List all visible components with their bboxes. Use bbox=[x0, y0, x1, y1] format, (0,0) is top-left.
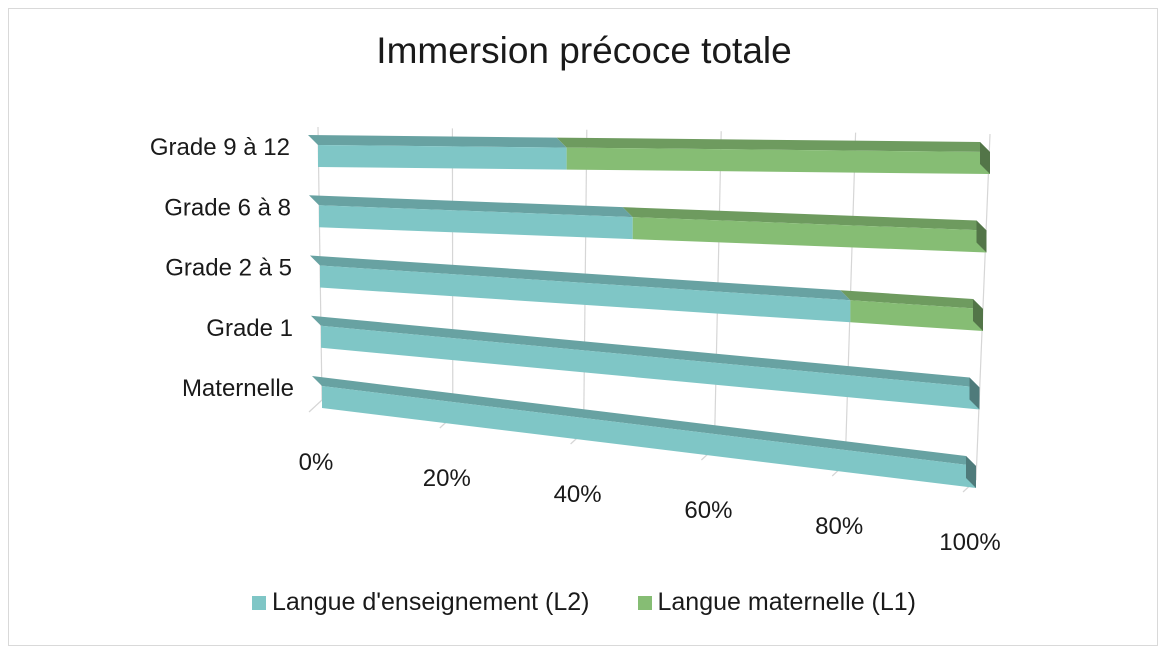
x-tick-label: 20% bbox=[423, 465, 471, 492]
legend-label-l1: Langue maternelle (L1) bbox=[657, 588, 917, 616]
bar-l1-top bbox=[840, 290, 983, 309]
legend-label-l2: Langue d'enseignement (L2) bbox=[271, 588, 590, 616]
bar-l2-top bbox=[309, 195, 633, 218]
x-tick-label: 60% bbox=[684, 497, 732, 524]
bar-l2-top bbox=[311, 315, 980, 388]
bar-end-cap bbox=[969, 377, 980, 410]
legend-swatch-l2 bbox=[251, 595, 266, 610]
bar-l2 bbox=[318, 145, 567, 170]
bar-l1-top bbox=[622, 207, 987, 231]
bar-l2 bbox=[320, 265, 851, 323]
gridline-foot bbox=[308, 399, 323, 413]
bar-end-cap bbox=[980, 142, 990, 174]
chart-title: Immersion précoce totale bbox=[376, 30, 792, 71]
category-label: Grade 2 à 5 bbox=[165, 255, 292, 282]
category-label: Maternelle bbox=[182, 375, 294, 402]
bar-l2 bbox=[319, 205, 633, 240]
x-tick-label: 0% bbox=[299, 449, 334, 476]
legend-swatch-l1 bbox=[637, 595, 652, 610]
x-tick-label: 80% bbox=[815, 513, 863, 540]
bar-l1-top bbox=[556, 137, 990, 152]
category-label: Grade 9 à 12 bbox=[150, 134, 290, 161]
bar-l2-top bbox=[308, 135, 567, 148]
x-tick-label: 100% bbox=[939, 529, 1000, 556]
bar-l1 bbox=[566, 147, 990, 174]
bar-l2 bbox=[321, 325, 980, 410]
legend-item-l1: Langue maternelle (L1) bbox=[637, 588, 917, 617]
bar-l1 bbox=[632, 217, 987, 253]
legend: Langue d'enseignement (L2) Langue matern… bbox=[0, 588, 1168, 617]
bar-end-cap bbox=[976, 220, 987, 253]
bar-l1 bbox=[850, 300, 983, 331]
bar-l2-top bbox=[310, 255, 851, 301]
legend-item-l2: Langue d'enseignement (L2) bbox=[251, 588, 590, 617]
gridline bbox=[975, 133, 991, 481]
labels: Grade 9 à 12 Grade 6 à 8 Grade 2 à 5 Grade … bbox=[150, 134, 1001, 556]
category-label: Grade 6 à 8 bbox=[164, 194, 291, 221]
bar-end-cap bbox=[973, 299, 983, 331]
bar-end-cap bbox=[966, 456, 976, 488]
bar-l2-top bbox=[312, 376, 976, 466]
x-tick-label: 40% bbox=[554, 481, 602, 508]
bar-l2 bbox=[322, 386, 976, 488]
category-label: Grade 1 bbox=[206, 315, 293, 342]
bars bbox=[308, 135, 990, 488]
